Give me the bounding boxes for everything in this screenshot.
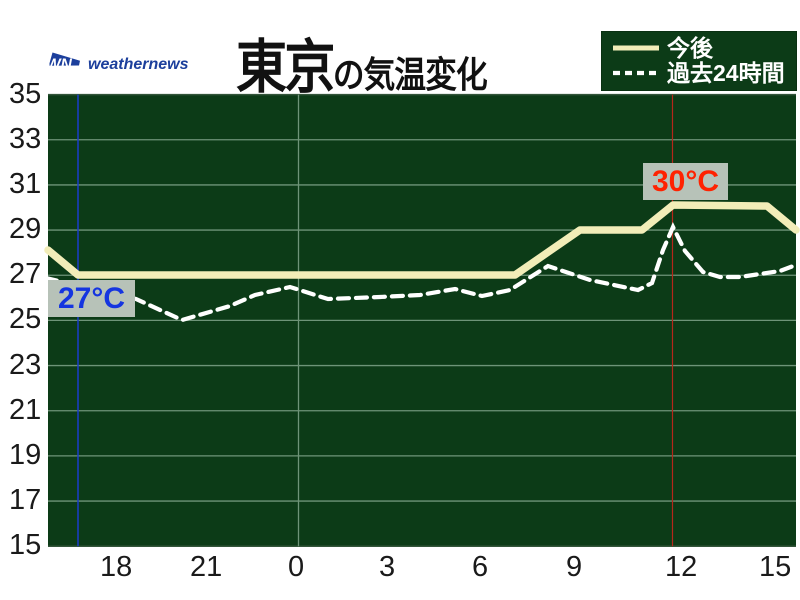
svg-text:WN: WN [46, 57, 73, 74]
svg-text:過去24時間: 過去24時間 [667, 60, 785, 86]
svg-text:weathernews: weathernews [88, 56, 189, 73]
svg-text:今後: 今後 [667, 35, 714, 61]
